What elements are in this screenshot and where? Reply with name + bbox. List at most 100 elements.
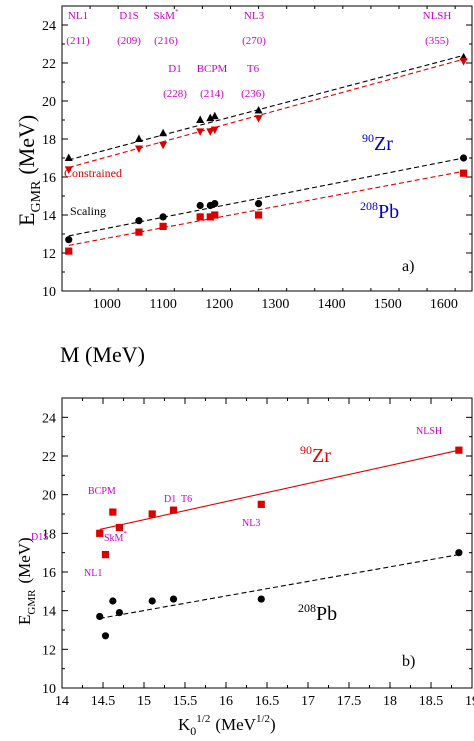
data-point-0-5 xyxy=(169,506,178,514)
data-point-1-1 xyxy=(101,632,110,640)
x-tick-label: 15.5 xyxy=(173,694,198,709)
svg-text:EGMR(MeV): EGMR(MeV) xyxy=(15,537,38,625)
data-point-1-5 xyxy=(210,126,219,134)
fit-line-0 xyxy=(68,54,464,161)
data-point-3-7 xyxy=(459,169,468,177)
x-tick-label: 17 xyxy=(301,694,315,709)
data-point-0-4 xyxy=(206,113,215,122)
data-point-1-6 xyxy=(257,595,265,603)
panel-b-points xyxy=(96,446,463,640)
data-point-1-2 xyxy=(109,597,117,605)
data-point-0-0 xyxy=(96,529,104,537)
model-value-0: (211) xyxy=(66,35,90,47)
panel-b-label: b) xyxy=(402,653,415,670)
panel-b-y-axis-label: EGMR(MeV) xyxy=(15,537,38,625)
model-name-6: NL3 xyxy=(244,10,265,22)
model-value-1: (209) xyxy=(117,35,141,47)
data-point-1-5 xyxy=(169,595,178,603)
data-point-2-7 xyxy=(459,154,468,162)
panel-b: 14 14.5 15 15.5 16 16.5 17 17.5 18 18.5 19 10 12 14 16… xyxy=(15,397,474,738)
x-tick-label: 15 xyxy=(137,694,151,709)
data-point-3-1 xyxy=(135,228,143,236)
y-tick-label: 12 xyxy=(42,247,56,262)
data-point-0-3 xyxy=(196,115,205,123)
data-point-0-5 xyxy=(210,111,219,120)
data-point-1-4 xyxy=(148,597,156,605)
model-value-2: (216) xyxy=(154,35,178,47)
x-tick-label: 18 xyxy=(383,694,397,709)
panel-a-fit-lines xyxy=(68,54,464,246)
data-point-1-1 xyxy=(134,145,143,153)
point-label-nl1: NL1 xyxy=(84,568,102,579)
x-tick-label: 1400 xyxy=(318,297,346,312)
data-point-2-2 xyxy=(159,213,167,221)
data-point-1-0 xyxy=(64,166,73,174)
point-label-bcpm: BCPM xyxy=(88,486,116,497)
y-tick-label: 16 xyxy=(42,171,56,186)
data-point-1-3 xyxy=(196,128,205,136)
data-point-2-5 xyxy=(211,200,219,208)
panel-b-frame xyxy=(61,397,473,689)
panel-a-y-axis-label: EGMR(MeV) xyxy=(14,115,44,226)
model-name-3: D1 xyxy=(168,63,181,75)
point-label-skm: SkM* xyxy=(104,530,127,544)
y-tick-label: 24 xyxy=(42,19,56,34)
data-point-2-1 xyxy=(135,217,143,225)
panel-a-points xyxy=(64,52,468,255)
model-value-5: (236) xyxy=(241,88,265,100)
zr90-label-a: 90Zr xyxy=(362,131,393,155)
point-label-t6: T6 xyxy=(181,494,192,505)
svg-text:EGMR(MeV): EGMR(MeV) xyxy=(14,115,44,226)
model-value-3: (228) xyxy=(163,88,187,100)
data-point-0-1 xyxy=(134,134,143,142)
y-tick-label: 18 xyxy=(42,527,56,542)
constrained-label: Constrained xyxy=(64,166,122,180)
point-label-nl3: NL3 xyxy=(242,518,260,529)
fit-line-3 xyxy=(68,170,464,246)
point-label-nlsh: NLSH xyxy=(416,426,442,437)
data-point-0-1 xyxy=(101,551,110,559)
data-point-3-4 xyxy=(206,213,214,221)
model-name-5: T6 xyxy=(247,63,260,75)
data-point-1-6 xyxy=(254,115,263,123)
panel-b-ticks: 14 14.5 15 15.5 16 16.5 17 17.5 18 18.5 19 10 12 14 16… xyxy=(42,397,474,709)
data-point-1-7 xyxy=(459,58,468,66)
data-point-3-2 xyxy=(159,222,167,230)
data-point-3-3 xyxy=(196,213,204,221)
fit-line-0 xyxy=(99,449,459,531)
y-tick-label: 16 xyxy=(42,566,56,581)
data-point-0-7 xyxy=(455,446,463,454)
model-value-7: (355) xyxy=(425,35,449,47)
panel-a-frame xyxy=(61,5,473,292)
x-tick-label: 18.5 xyxy=(419,694,444,709)
x-tick-label: 1200 xyxy=(205,297,233,312)
model-name-2: SkM* xyxy=(154,8,179,22)
point-label-d1: D1 xyxy=(164,494,176,505)
model-name-7: NLSH xyxy=(423,10,452,22)
data-point-0-3 xyxy=(115,523,123,532)
zr90-label-b: 90Zr xyxy=(300,443,331,467)
y-tick-label: 14 xyxy=(42,209,56,224)
y-tick-label: 12 xyxy=(42,643,56,658)
pb208-label-a: 208Pb xyxy=(360,199,399,223)
y-tick-label: 14 xyxy=(42,605,56,620)
panel-b-fit-lines xyxy=(99,449,459,619)
fit-line-2 xyxy=(68,157,464,237)
x-tick-label: 1100 xyxy=(149,297,176,312)
y-tick-label: 10 xyxy=(42,682,56,697)
data-point-1-3 xyxy=(115,609,123,617)
data-point-0-0 xyxy=(64,153,73,161)
panel-a-label: a) xyxy=(402,258,414,275)
fit-line-1 xyxy=(68,58,464,169)
data-point-1-4 xyxy=(206,128,215,136)
y-tick-label: 18 xyxy=(42,133,56,148)
data-point-0-2 xyxy=(109,508,117,516)
data-point-0-2 xyxy=(159,128,168,137)
x-tick-label: 1000 xyxy=(93,297,121,312)
y-tick-label: 24 xyxy=(42,411,56,426)
data-point-0-6 xyxy=(254,106,263,114)
y-tick-label: 22 xyxy=(42,450,56,465)
data-point-0-6 xyxy=(257,500,265,508)
y-tick-label: 20 xyxy=(42,95,56,110)
